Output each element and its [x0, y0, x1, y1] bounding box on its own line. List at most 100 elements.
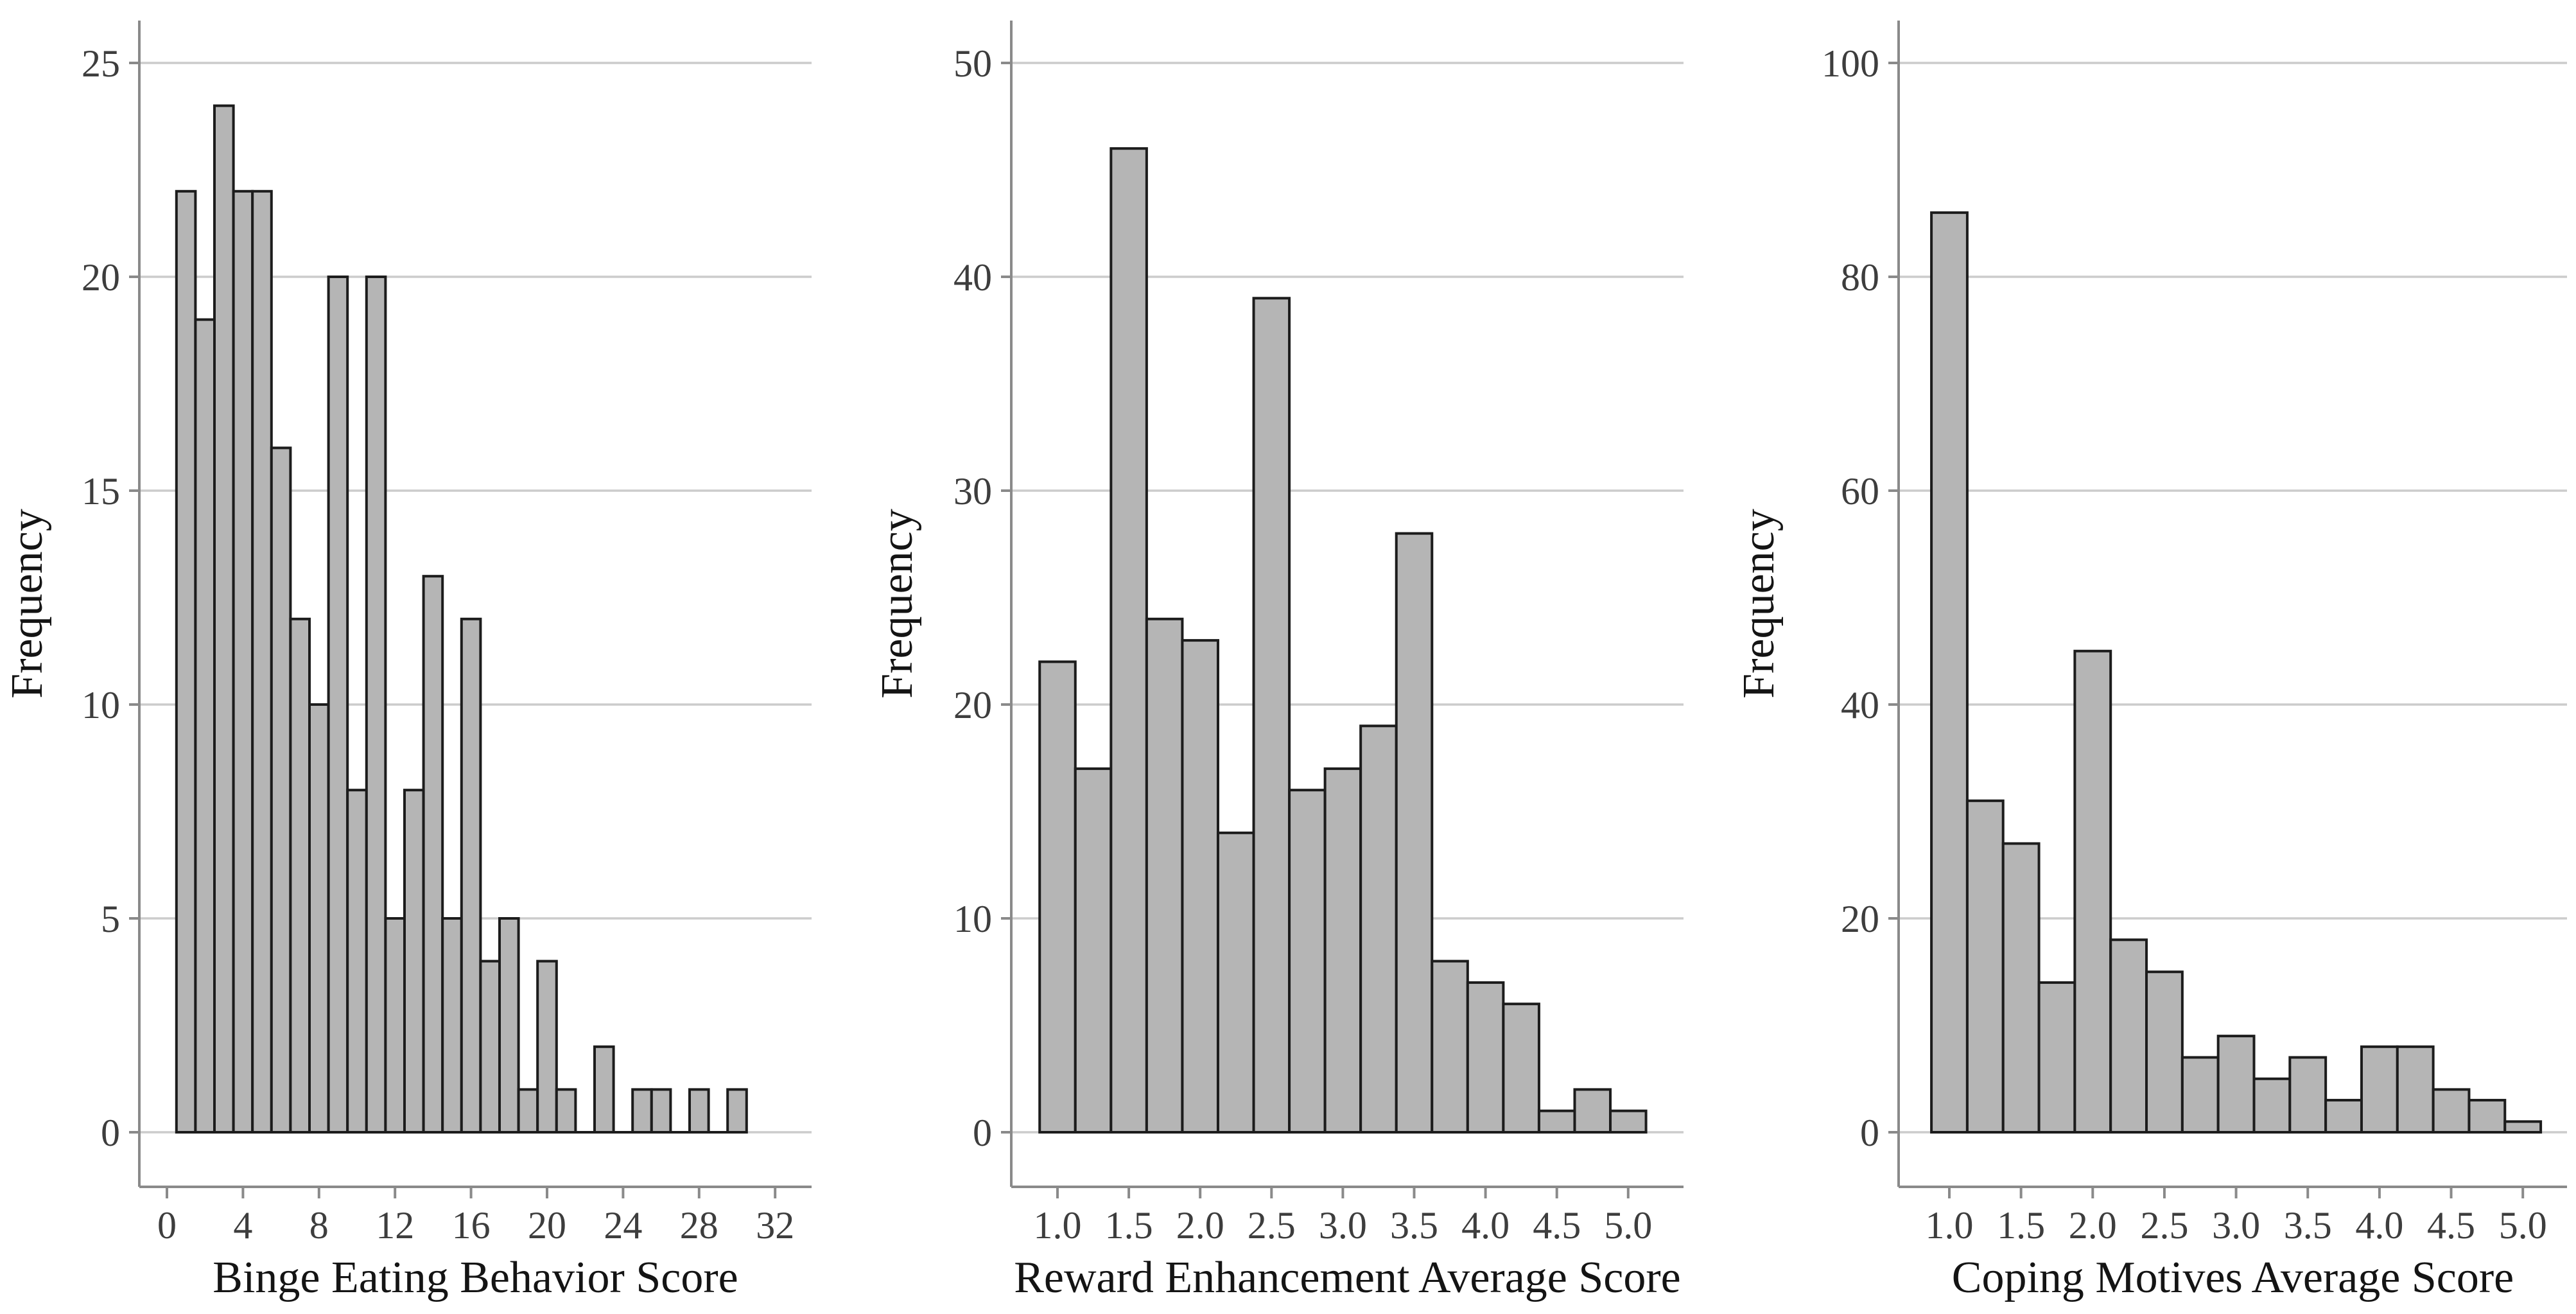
- x-tick-label: 4.0: [2355, 1204, 2403, 1247]
- x-tick-label: 1.5: [1105, 1204, 1153, 1247]
- y-tick-label: 60: [1841, 470, 1879, 512]
- y-tick-label: 25: [82, 42, 120, 85]
- histogram-bar: [1145, 617, 1184, 1134]
- x-tick-label: 12: [376, 1204, 414, 1247]
- histogram-bar: [1288, 789, 1327, 1134]
- histogram-bar: [232, 189, 254, 1134]
- x-axis-title: Binge Eating Behavior Score: [213, 1253, 738, 1302]
- histogram-bar: [460, 617, 482, 1134]
- x-tick-label: 4: [233, 1204, 252, 1247]
- histogram-bar: [631, 1088, 653, 1134]
- x-tick-label: 2.5: [2140, 1204, 2188, 1247]
- x-tick-label: 24: [604, 1204, 642, 1247]
- histogram-bar: [1074, 767, 1113, 1134]
- histogram-bar: [1965, 799, 2005, 1134]
- y-tick-label: 20: [1841, 898, 1879, 940]
- histogram-panel: 0 5 10 15 20 25 0 4 8 12 16 20 24 28 32 Binge Eating Be…: [3, 21, 812, 1302]
- histogram-bar: [2216, 1035, 2256, 1134]
- histogram-bar: [2360, 1045, 2399, 1134]
- histogram-bar: [1573, 1088, 1612, 1134]
- histogram-bar: [346, 789, 368, 1134]
- histogram-bar: [1466, 981, 1505, 1134]
- x-tick-label: 2.0: [2069, 1204, 2117, 1247]
- y-tick-label: 5: [101, 898, 120, 940]
- y-tick-label: 80: [1841, 256, 1879, 299]
- y-tick-label: 40: [953, 256, 992, 299]
- x-tick-label: 4.5: [2427, 1204, 2475, 1247]
- x-tick-label: 2.0: [1176, 1204, 1224, 1247]
- histogram-bar: [1395, 532, 1434, 1134]
- x-tick-label: 0: [157, 1204, 177, 1247]
- x-tick-label: 1.0: [1926, 1204, 1974, 1247]
- histogram-bar: [194, 318, 216, 1134]
- histogram-bar: [2503, 1120, 2543, 1134]
- histogram-bar: [2288, 1056, 2328, 1134]
- histogram-bar: [2396, 1045, 2435, 1134]
- y-tick-label: 50: [953, 42, 992, 85]
- histogram-bar: [2073, 649, 2112, 1134]
- y-tick-label: 10: [953, 898, 992, 940]
- x-tick-label: 5.0: [1604, 1204, 1652, 1247]
- histogram-bar: [175, 189, 197, 1134]
- histogram-bar: [213, 104, 235, 1134]
- histogram-bar: [1038, 660, 1077, 1134]
- histogram-bar: [1110, 147, 1148, 1134]
- histogram-bar: [1359, 724, 1398, 1134]
- histogram-bar: [650, 1088, 672, 1134]
- histogram-bar: [1502, 1003, 1540, 1134]
- histogram-bar: [289, 617, 311, 1134]
- histogram-panel: 0 20 40 60 80 100 1.0 1.5 2.0 2.5 3.0 3.5 4.0 4.5 5.0 C…: [1734, 21, 2567, 1302]
- x-tick-label: 3.0: [1319, 1204, 1367, 1247]
- x-tick-label: 4.5: [1533, 1204, 1581, 1247]
- x-tick-label: 1.0: [1034, 1204, 1082, 1247]
- x-tick-label: 32: [756, 1204, 794, 1247]
- histogram-bar: [308, 703, 330, 1134]
- histogram-bar: [403, 789, 425, 1134]
- y-tick-label: 40: [1841, 684, 1879, 726]
- x-tick-label: 3.5: [2284, 1204, 2332, 1247]
- histogram-bar: [270, 446, 292, 1134]
- histogram-bar: [2001, 842, 2041, 1134]
- histogram-bar: [1181, 639, 1219, 1134]
- histogram-bar: [498, 917, 520, 1134]
- y-tick-label: 20: [953, 684, 992, 726]
- histogram-bar: [593, 1045, 615, 1134]
- x-tick-label: 28: [680, 1204, 718, 1247]
- histogram-bar: [688, 1088, 710, 1134]
- x-tick-label: 5.0: [2499, 1204, 2547, 1247]
- x-tick-label: 3.5: [1390, 1204, 1438, 1247]
- histogram-bar: [1252, 297, 1291, 1134]
- histogram-bar: [2145, 970, 2184, 1134]
- x-tick-label: 3.0: [2212, 1204, 2260, 1247]
- histogram-bar: [2252, 1077, 2292, 1134]
- x-tick-label: 16: [452, 1204, 491, 1247]
- histogram-bar: [555, 1088, 577, 1134]
- histogram-panel: 0 10 20 30 40 50 1.0 1.5 2.0 2.5 3.0 3.5 4.0 4.5 5.0 Re…: [873, 21, 1684, 1302]
- histogram-bar: [2324, 1099, 2363, 1134]
- y-tick-label: 0: [101, 1112, 120, 1154]
- histogram-bar: [1609, 1109, 1648, 1134]
- x-tick-label: 1.5: [1997, 1204, 2045, 1247]
- x-axis-title: Coping Motives Average Score: [1952, 1253, 2514, 1302]
- y-tick-label: 30: [953, 470, 992, 512]
- x-tick-label: 4.0: [1461, 1204, 1510, 1247]
- y-tick-label: 20: [82, 256, 120, 299]
- x-tick-label: 2.5: [1248, 1204, 1296, 1247]
- y-tick-label: 100: [1822, 42, 1879, 85]
- histogram-bar: [2467, 1099, 2507, 1134]
- y-axis-title: Frequency: [3, 509, 52, 698]
- x-tick-label: 20: [528, 1204, 566, 1247]
- y-axis-title: Frequency: [873, 509, 922, 698]
- x-axis-title: Reward Enhancement Average Score: [1014, 1253, 1681, 1302]
- histogram-bar: [251, 189, 273, 1134]
- y-tick-label: 15: [82, 470, 120, 512]
- y-tick-label: 0: [973, 1112, 992, 1154]
- y-tick-label: 0: [1860, 1112, 1879, 1154]
- histogram-bar: [726, 1088, 748, 1134]
- histogram-bar: [365, 276, 387, 1134]
- histogram-bar: [1431, 959, 1469, 1134]
- histogram-bar: [536, 959, 558, 1134]
- histogram-bar: [1537, 1109, 1576, 1134]
